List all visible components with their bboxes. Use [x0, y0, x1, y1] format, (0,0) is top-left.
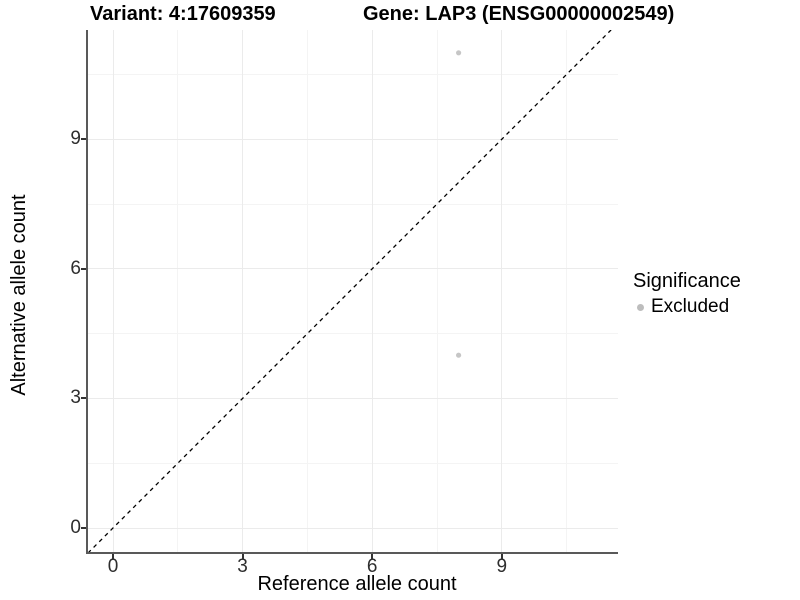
gridline-minor: [436, 30, 438, 553]
gridline-minor: [88, 333, 618, 335]
gridline-minor: [88, 203, 618, 205]
data-point: [456, 352, 462, 358]
gridline-major: [88, 268, 618, 270]
x-axis-line: [88, 552, 618, 554]
gridline-minor: [566, 30, 568, 553]
y-tick: [81, 397, 86, 400]
legend-item-label: Excluded: [651, 296, 730, 317]
legend-title: Significance: [633, 270, 741, 292]
gridline-minor: [88, 462, 618, 464]
plot-title-variant: Variant: 4:17609359: [90, 3, 276, 25]
gridline-major: [371, 30, 373, 553]
identity-line: [88, 30, 612, 553]
x-tick: [371, 554, 374, 559]
gridline-major: [88, 527, 618, 529]
x-tick-label: 0: [107, 556, 119, 577]
gridline-major: [242, 30, 244, 553]
legend-key: [633, 303, 647, 311]
x-tick-label: 6: [366, 556, 378, 577]
x-tick-label: 3: [237, 556, 248, 577]
gridline-major: [88, 397, 618, 399]
gridline-minor: [88, 73, 618, 75]
y-tick-label: 0: [70, 517, 81, 538]
plot-panel: [88, 30, 618, 553]
x-tick-label: 9: [496, 556, 508, 577]
y-axis-title: Alternative allele count: [8, 194, 30, 396]
legend: Significance Excluded: [633, 269, 798, 318]
excluded-point-icon: [636, 303, 644, 311]
y-tick-label: 3: [70, 387, 81, 409]
data-point: [456, 50, 462, 56]
gridline-minor: [177, 30, 179, 553]
gridline-major: [501, 30, 503, 553]
legend-item: Excluded: [633, 296, 798, 318]
y-axis-line: [86, 30, 88, 554]
y-tick: [81, 138, 86, 141]
gridline-minor: [306, 30, 308, 553]
plot-layer: [88, 30, 612, 553]
x-axis-title: Reference allele count: [257, 573, 457, 595]
x-tick: [112, 554, 114, 559]
gridline-major: [112, 30, 114, 553]
y-tick: [81, 527, 86, 529]
y-tick-label: 9: [70, 128, 81, 150]
x-tick: [500, 554, 503, 559]
plot-title-gene: Gene: LAP3 (ENSG00000002549): [363, 3, 675, 25]
y-tick: [81, 267, 86, 270]
y-tick-label: 6: [70, 257, 81, 279]
gridline-major: [88, 138, 618, 140]
x-tick: [241, 554, 244, 559]
